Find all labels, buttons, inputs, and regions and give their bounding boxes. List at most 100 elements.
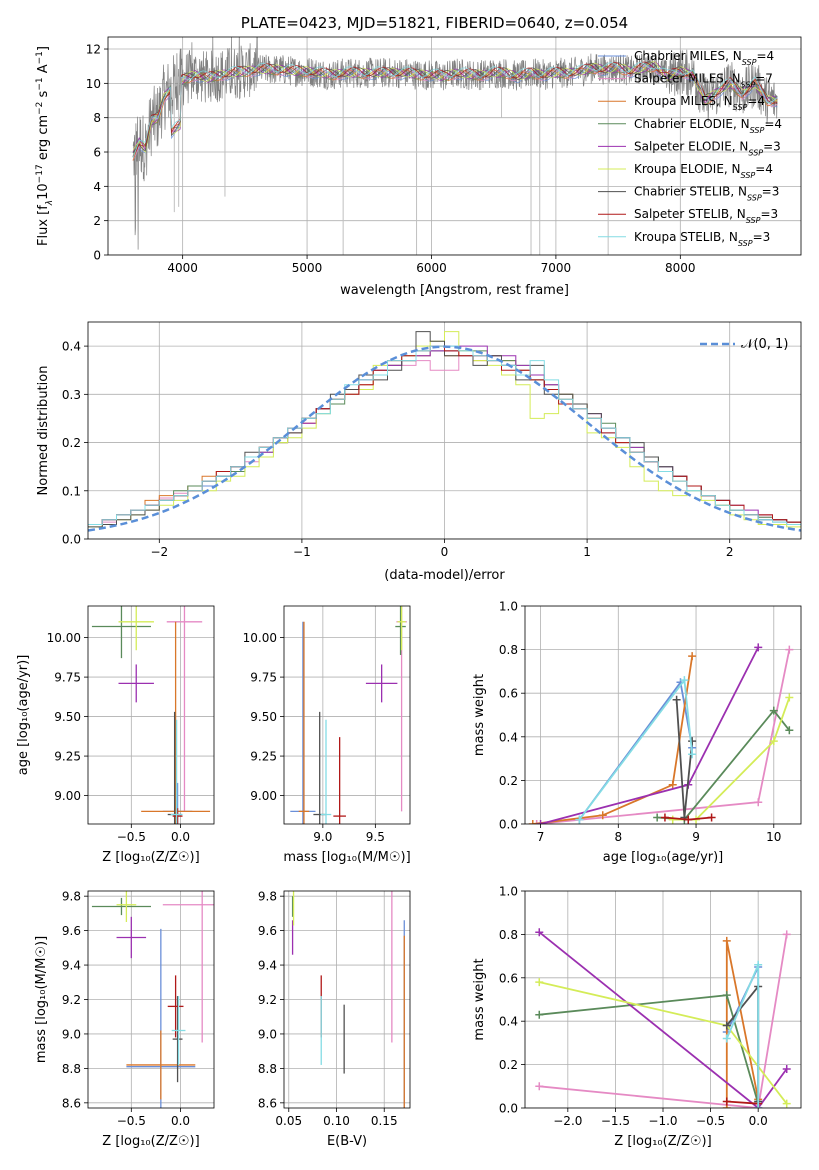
y-axis-label: mass weight [472, 958, 487, 1040]
series-marker [668, 780, 677, 789]
y-tick-label: 10.00 [47, 631, 81, 645]
series-marker [754, 960, 763, 969]
x-axis-label: Z [log₁₀(Z/Z☉)] [102, 1134, 199, 1149]
y-axis-label-part: erg cm [36, 115, 51, 164]
model-spectrum-salpeter-elodie [132, 61, 778, 153]
series-marker [722, 1034, 731, 1043]
x-tick-label: −1 [293, 545, 311, 559]
plot-area [525, 891, 801, 1108]
y-tick-label: 8.6 [258, 1096, 277, 1110]
y-tick-label: 4 [93, 180, 101, 194]
y-axis-label: Flux [fλ10−17 erg cm−2 s−1 A−1] [35, 46, 55, 246]
series-kroupa-miles [528, 652, 697, 824]
x-tick-label: 0.0 [749, 1114, 768, 1128]
errorbar-kroupa-miles [141, 621, 211, 824]
y-tick-label: 9.0 [62, 1027, 81, 1041]
y-tick-label: 0.0 [499, 1102, 518, 1116]
x-axis-label: Z [log₁₀(Z/Z☉)] [102, 850, 199, 865]
series-marker [536, 820, 545, 824]
legend-label-suffix: =4 [747, 94, 765, 108]
series-marker [532, 820, 541, 824]
y-tick-label: 9.50 [250, 710, 277, 724]
y-axis-label-part: ] [36, 46, 51, 51]
axes-frame [283, 605, 411, 825]
y-axis-label-part: −1 [35, 51, 45, 64]
axes-frame [87, 321, 802, 540]
errorbar-kroupa-miles [298, 621, 310, 824]
x-tick-label: 9.5 [366, 830, 385, 844]
series-line [675, 699, 694, 818]
series-marker [535, 928, 544, 937]
series-chabrier-stelib [672, 695, 697, 822]
y-tick-label: 9.00 [250, 789, 277, 803]
series-salpeter-miles [535, 930, 791, 1108]
x-tick-label: 4000 [167, 261, 198, 275]
errorbar-salpeter-stelib [333, 737, 346, 824]
series-marker [535, 978, 544, 987]
x-axis-label: E(B-V) [327, 1134, 367, 1149]
legend-label-text: Chabrier MILES, N [634, 49, 742, 63]
series-kroupa-stelib [575, 676, 697, 824]
x-tick-label: −0.5 [117, 1114, 146, 1128]
model-spectrum-kroupa-stelib [132, 62, 778, 158]
x-tick-label: 7 [537, 830, 545, 844]
legend-label-text: Kroupa MILES, N [634, 94, 733, 108]
series-marker [785, 693, 794, 702]
plot-area [108, 37, 801, 255]
errorbar-salpeter-elodie [365, 664, 398, 703]
series-marker [535, 1082, 544, 1091]
x-tick-label: 0.0 [171, 830, 190, 844]
legend-label-suffix: =4 [756, 49, 774, 63]
axes-frame [107, 36, 802, 256]
x-tick-label: −0.5 [117, 830, 146, 844]
y-tick-label: 0.8 [499, 928, 518, 942]
x-tick-label: 7000 [541, 261, 572, 275]
y-tick-label: 0.1 [62, 484, 81, 498]
y-axis-label: Normed distribution [36, 366, 51, 496]
y-tick-label: 0.0 [499, 818, 518, 832]
series-salpeter-stelib [660, 813, 716, 824]
series-line [657, 709, 791, 821]
x-tick-label: 0.0 [171, 1114, 190, 1128]
legend-label-text: Kroupa ELODIE, N [634, 162, 741, 176]
errorbar-kroupa-elodie [397, 606, 406, 651]
histogram-kroupa-elodie [88, 331, 801, 528]
legend-label-suffix: =3 [760, 207, 778, 221]
y-tick-label: 0.4 [62, 340, 81, 354]
series-marker [707, 813, 716, 822]
series-marker [754, 798, 763, 807]
series-marker [535, 1010, 544, 1019]
y-tick-label: 9.8 [258, 890, 277, 904]
axes-frame [524, 890, 802, 1109]
series-marker [668, 815, 677, 824]
series-line [539, 994, 760, 1104]
errorbar-chabrier-elodie [91, 606, 151, 659]
errorbar-salpeter-stelib [167, 975, 184, 1038]
y-axis-label-part: λ [45, 200, 55, 206]
y-axis-label-part: 10 [36, 183, 51, 200]
y-tick-label: 8.8 [62, 1062, 81, 1076]
panel-age-vs-mass: 9.0 9.5 9.00 9.25 9.50 9.75 10.00 mass [log₁₀(M… [243, 605, 411, 865]
series-line [532, 655, 694, 824]
series-marker [785, 726, 794, 735]
y-tick-label: 9.6 [62, 924, 81, 938]
x-tick-label: 9 [692, 830, 700, 844]
y-tick-label: 0.3 [62, 388, 81, 402]
y-tick-label: 1.0 [499, 600, 518, 614]
legend-label-text: Salpeter ELODIE, N [634, 139, 748, 153]
series-marker [754, 643, 763, 652]
errorbar-kroupa-elodie [116, 891, 137, 922]
series-marker [769, 706, 778, 715]
series-marker [688, 652, 697, 661]
series-marker [672, 695, 681, 704]
errorbar-salpeter-stelib [172, 808, 183, 824]
y-axis-label-part: −1 [35, 77, 45, 90]
y-tick-label: 9.75 [54, 671, 81, 685]
y-tick-label: 0.2 [499, 1058, 518, 1072]
model-spectrum-salpeter-stelib [132, 61, 778, 157]
legend-label-text: Salpeter MILES, N [634, 72, 741, 86]
legend-label: Salpeter MILES, NSSP=7 [634, 72, 773, 90]
y-tick-label: 9.0 [258, 1027, 277, 1041]
legend-label-sub: SSP [747, 193, 762, 202]
series-marker [598, 811, 607, 820]
